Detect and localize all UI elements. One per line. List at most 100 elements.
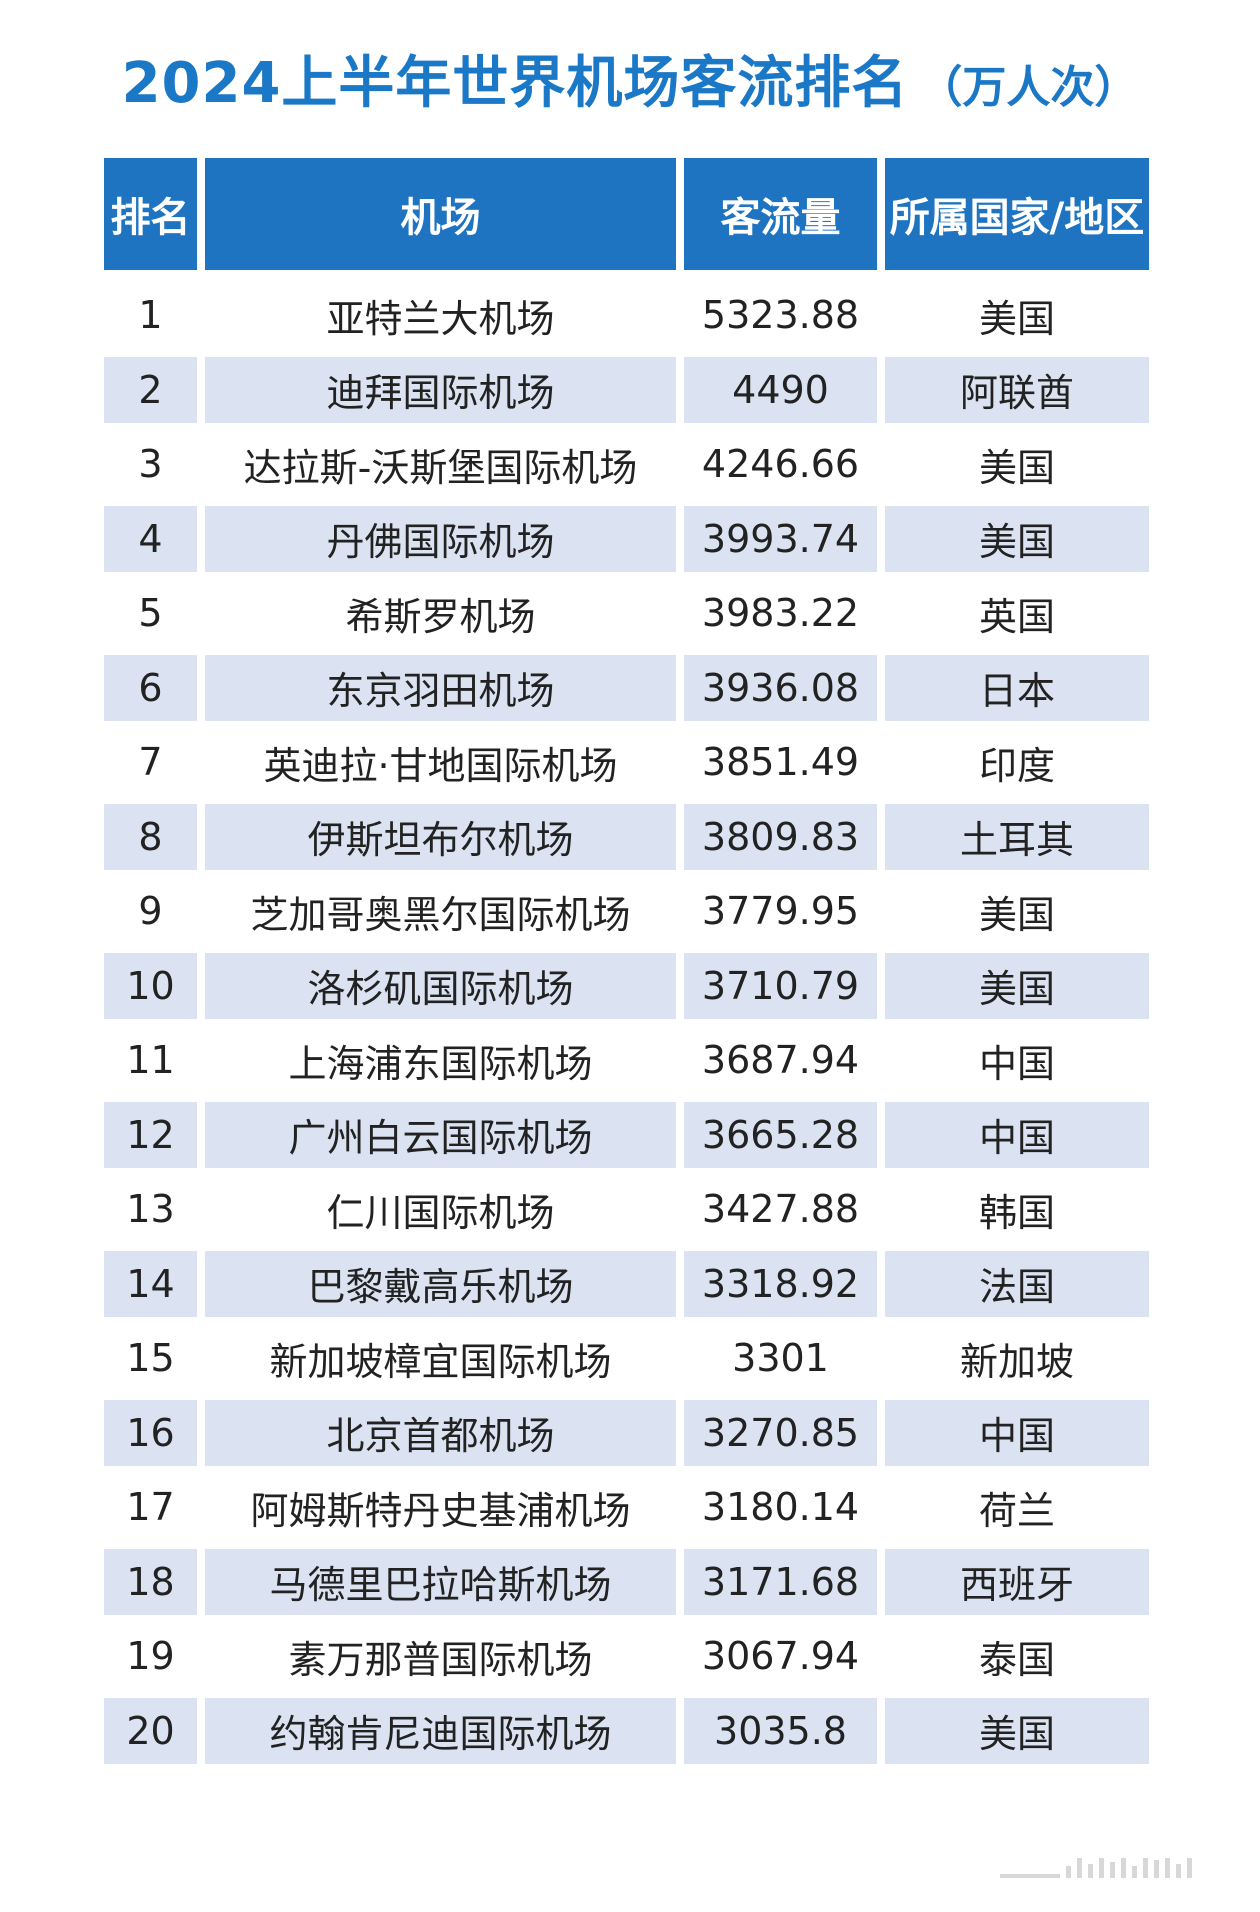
cell-traffic: 3067.94 [701,1634,860,1678]
table-row: 18 马德里巴拉哈斯机场 3171.68 西班牙 [104,1545,1150,1620]
title-unit: （万人次） [918,62,1139,113]
cell-airport: 洛杉矶国际机场 [205,952,676,1019]
table-row: 9 芝加哥奥黑尔国际机场 3779.95 美国 [104,874,1150,949]
cell-country: 印度 [978,743,1055,788]
cell-traffic: 3809.83 [684,803,877,870]
table-row: 15 新加坡樟宜国际机场 3301 新加坡 [104,1321,1150,1396]
cell-airport: 迪拜国际机场 [205,356,676,423]
cell-country: 美国 [978,445,1055,490]
cell-country: 美国 [885,505,1149,572]
cell-rank: 19 [126,1634,175,1678]
table-row: 4 丹佛国际机场 3993.74 美国 [104,502,1150,577]
cell-airport: 马德里巴拉哈斯机场 [205,1548,676,1615]
cell-airport: 阿姆斯特丹史基浦机场 [250,1488,631,1533]
cell-rank: 7 [138,740,163,784]
cell-airport: 约翰肯尼迪国际机场 [205,1697,676,1764]
ranking-table: 排名 机场 客流量 所属国家/地区 1 亚特兰大机场 5323.88 美国 2 迪拜国际机… [104,158,1150,1768]
cell-country: 美国 [885,952,1149,1019]
cell-airport: 广州白云国际机场 [205,1101,676,1168]
cell-country: 中国 [978,1041,1055,1086]
cell-airport: 巴黎戴高乐机场 [205,1250,676,1317]
cell-rank: 6 [104,654,197,721]
cell-rank: 17 [126,1485,175,1529]
cell-country: 新加坡 [959,1339,1074,1384]
cell-rank: 2 [104,356,197,423]
cell-traffic: 3779.95 [701,889,860,933]
cell-rank: 12 [104,1101,197,1168]
table-row: 17 阿姆斯特丹史基浦机场 3180.14 荷兰 [104,1470,1150,1545]
cell-traffic: 3427.88 [701,1187,860,1231]
table-row: 3 达拉斯-沃斯堡国际机场 4246.66 美国 [104,427,1150,502]
table-row: 11 上海浦东国际机场 3687.94 中国 [104,1023,1150,1098]
cell-rank: 1 [138,293,163,337]
cell-traffic: 3318.92 [684,1250,877,1317]
table-row: 13 仁川国际机场 3427.88 韩国 [104,1172,1150,1247]
cell-traffic: 4246.66 [701,442,860,486]
table-row: 1 亚特兰大机场 5323.88 美国 [104,278,1150,353]
table-row: 2 迪拜国际机场 4490 阿联酋 [104,353,1150,428]
cell-rank: 3 [138,442,163,486]
cell-country: 荷兰 [978,1488,1055,1533]
cell-country: 美国 [978,892,1055,937]
cell-country: 法国 [885,1250,1149,1317]
cell-country: 阿联酋 [885,356,1149,423]
cell-airport: 素万那普国际机场 [288,1637,593,1682]
cell-airport: 伊斯坦布尔机场 [205,803,676,870]
table-row: 7 英迪拉·甘地国际机场 3851.49 印度 [104,725,1150,800]
header-country: 所属国家/地区 [885,158,1149,270]
cell-rank: 13 [126,1187,175,1231]
cell-rank: 14 [104,1250,197,1317]
table-row: 6 东京羽田机场 3936.08 日本 [104,651,1150,726]
header-airport: 机场 [205,158,676,270]
cell-airport: 亚特兰大机场 [326,296,555,341]
cell-airport: 上海浦东国际机场 [288,1041,593,1086]
table-row: 8 伊斯坦布尔机场 3809.83 土耳其 [104,800,1150,875]
cell-traffic: 3301 [732,1336,829,1380]
cell-airport: 英迪拉·甘地国际机场 [263,743,618,788]
cell-traffic: 3936.08 [684,654,877,721]
cell-airport: 芝加哥奥黑尔国际机场 [250,892,631,937]
cell-rank: 18 [104,1548,197,1615]
cell-traffic: 3983.22 [701,591,860,635]
cell-traffic: 3710.79 [684,952,877,1019]
page-title: 2024上半年世界机场客流排名 （万人次） [0,38,1260,119]
cell-traffic: 3993.74 [684,505,877,572]
table-row: 16 北京首都机场 3270.85 中国 [104,1396,1150,1471]
header-traffic: 客流量 [684,158,877,270]
table-row: 14 巴黎戴高乐机场 3318.92 法国 [104,1247,1150,1322]
cell-airport: 新加坡樟宜国际机场 [269,1339,612,1384]
cell-rank: 10 [104,952,197,1019]
cell-country: 美国 [978,296,1055,341]
cell-country: 英国 [978,594,1055,639]
cell-country: 韩国 [978,1190,1055,1235]
cell-country: 西班牙 [885,1548,1149,1615]
cell-airport: 北京首都机场 [205,1399,676,1466]
cell-country: 中国 [885,1399,1149,1466]
table-row: 20 约翰肯尼迪国际机场 3035.8 美国 [104,1694,1150,1769]
cell-traffic: 3665.28 [684,1101,877,1168]
table-row: 10 洛杉矶国际机场 3710.79 美国 [104,949,1150,1024]
watermark [1000,1858,1230,1878]
cell-country: 土耳其 [885,803,1149,870]
table-row: 5 希斯罗机场 3983.22 英国 [104,576,1150,651]
cell-country: 中国 [885,1101,1149,1168]
cell-airport: 丹佛国际机场 [205,505,676,572]
table-row: 12 广州白云国际机场 3665.28 中国 [104,1098,1150,1173]
cell-traffic: 3171.68 [684,1548,877,1615]
cell-airport: 达拉斯-沃斯堡国际机场 [243,445,638,490]
cell-airport: 东京羽田机场 [205,654,676,721]
header-rank: 排名 [104,158,197,270]
cell-rank: 11 [126,1038,175,1082]
cell-traffic: 3687.94 [701,1038,860,1082]
title-main: 2024上半年世界机场客流排名 [121,51,909,116]
cell-airport: 仁川国际机场 [326,1190,555,1235]
cell-traffic: 3035.8 [684,1697,877,1764]
cell-traffic: 3180.14 [701,1485,860,1529]
cell-rank: 9 [138,889,163,933]
cell-traffic: 3270.85 [684,1399,877,1466]
cell-traffic: 5323.88 [701,293,860,337]
cell-rank: 16 [104,1399,197,1466]
cell-country: 美国 [885,1697,1149,1764]
cell-rank: 15 [126,1336,175,1380]
table-body: 1 亚特兰大机场 5323.88 美国 2 迪拜国际机场 4490 阿联酋 3 达拉斯-沃斯堡国际… [104,278,1150,1768]
